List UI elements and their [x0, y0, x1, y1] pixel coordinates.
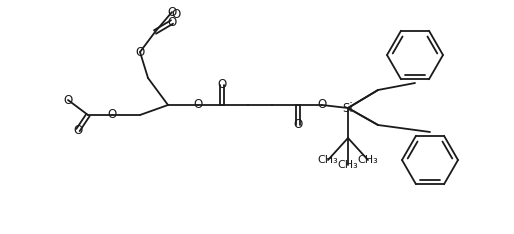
- Text: O: O: [74, 124, 83, 136]
- Text: O: O: [217, 78, 227, 91]
- Text: O: O: [168, 6, 177, 18]
- Text: O: O: [63, 94, 72, 106]
- Text: O: O: [107, 109, 117, 121]
- Text: O: O: [293, 118, 303, 132]
- Text: CH₃: CH₃: [338, 160, 358, 170]
- Text: CH₃: CH₃: [318, 155, 338, 165]
- Text: O: O: [168, 15, 177, 29]
- Text: CH₃: CH₃: [358, 155, 378, 165]
- Text: O: O: [171, 7, 180, 21]
- Text: O: O: [135, 45, 144, 58]
- Text: O: O: [193, 99, 203, 111]
- Text: Si: Si: [343, 102, 354, 114]
- Text: O: O: [317, 99, 326, 111]
